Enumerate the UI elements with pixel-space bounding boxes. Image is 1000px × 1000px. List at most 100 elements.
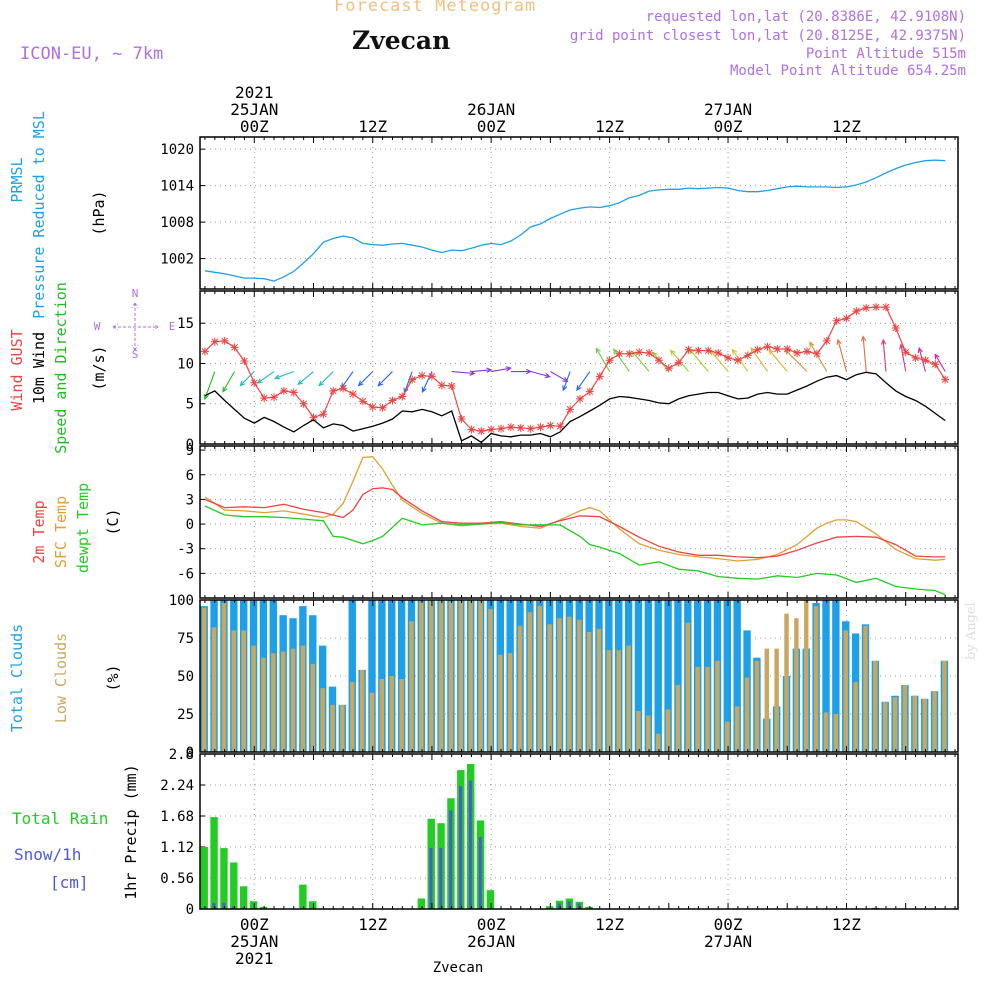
low-clouds-bar <box>300 645 306 752</box>
rain-bar <box>210 817 218 909</box>
gust-marker <box>615 349 624 358</box>
compass-s: S <box>132 348 139 361</box>
wind-arrow-head <box>421 386 427 393</box>
low-clouds-bar <box>271 653 276 752</box>
gust-marker <box>852 307 861 316</box>
wind-arrow <box>358 371 374 386</box>
low-clouds-bar <box>843 630 848 752</box>
gust-marker <box>901 348 910 357</box>
clouds-tick-label: 50 <box>177 669 194 685</box>
wind-arrow-head <box>576 385 582 392</box>
gust-marker <box>684 345 693 354</box>
total-clouds-label: Total Clouds <box>8 624 26 732</box>
low-clouds-bar <box>488 609 493 752</box>
rain-bar <box>585 906 593 909</box>
gust-marker <box>240 357 249 366</box>
bottom-time-label: 12Z <box>595 915 624 934</box>
gust-marker <box>585 387 594 396</box>
clouds-tick-label: 100 <box>169 593 194 609</box>
low-clouds-bar <box>774 648 779 752</box>
wind-arrow <box>784 349 808 372</box>
low-clouds-bar <box>261 657 266 752</box>
gust-marker <box>487 425 496 434</box>
rain-bar <box>299 884 307 909</box>
low-clouds-bar <box>813 606 819 752</box>
gust-marker <box>329 386 338 395</box>
wind-arrow <box>274 371 294 379</box>
total-clouds-bar <box>654 600 662 752</box>
bottom-time-label: 2021 <box>235 949 274 968</box>
gust-marker <box>783 344 792 353</box>
precip-unit: 1hr Precip (mm) <box>122 764 140 899</box>
low-clouds-bar <box>705 666 710 752</box>
precip-tick-label: 2.24 <box>160 778 194 794</box>
gust-marker <box>832 316 841 325</box>
gust-marker <box>704 346 713 355</box>
wind-arrow-head <box>357 380 364 387</box>
gust-marker <box>210 337 219 346</box>
low-clouds-bar <box>804 600 809 752</box>
bottom-time-label: 25JAN <box>230 932 278 951</box>
gust-marker <box>348 390 357 399</box>
wind-arrow-head <box>318 380 325 387</box>
low-clouds-bar <box>251 645 256 752</box>
top-time-label: 2021 <box>235 83 274 102</box>
snow-bar <box>459 786 463 909</box>
gust-marker <box>556 422 565 431</box>
low-clouds-bar <box>557 618 562 752</box>
low-clouds-bar <box>340 704 345 752</box>
total-clouds-bar <box>397 600 406 752</box>
top-time-label: 12Z <box>832 117 861 136</box>
low-clouds-bar <box>507 653 513 752</box>
low-clouds-bar <box>646 715 651 752</box>
snow-bar <box>241 907 245 909</box>
clouds-tick-label: 25 <box>177 707 194 723</box>
wind-arrow <box>550 371 568 382</box>
gust-marker <box>674 358 683 367</box>
top-time-label: 26JAN <box>467 100 515 119</box>
wind-arrow-head <box>486 367 493 373</box>
gust-marker <box>250 378 259 387</box>
gust-marker <box>299 399 308 408</box>
pressure-tick-label: 1002 <box>160 252 194 268</box>
gust-marker <box>743 351 752 360</box>
low-clouds-bar <box>942 660 947 752</box>
wind-arrow <box>471 369 492 373</box>
point-altitude: Point Altitude 515m <box>805 46 966 62</box>
precip-tick-label: 0 <box>186 902 194 918</box>
precip-tick-label: 1.68 <box>160 809 194 825</box>
snow-bar <box>468 780 472 909</box>
wind-arrow <box>530 370 550 378</box>
snow-bar <box>232 906 236 909</box>
gust-marker <box>447 382 456 391</box>
low-clouds-bar <box>419 601 424 752</box>
low-clouds-bar <box>882 701 888 752</box>
wind-arrow <box>257 371 275 384</box>
wind-arrow-head <box>880 338 887 345</box>
gust-marker <box>891 324 900 333</box>
low-clouds-bar <box>310 663 315 752</box>
low-clouds-bar <box>873 660 878 752</box>
dewpt-line <box>204 505 946 596</box>
low-clouds-bar <box>330 704 335 752</box>
rain-bar <box>230 862 238 909</box>
wind-arrow <box>595 348 611 372</box>
low-clouds-bar <box>428 600 434 752</box>
gust-marker <box>408 375 417 384</box>
low-clouds-bar <box>359 669 365 752</box>
wind-arrow <box>239 371 255 386</box>
wind-arrow <box>837 339 848 372</box>
model-point-altitude: Model Point Altitude 654.25m <box>729 63 966 79</box>
wind-arrow <box>576 371 591 391</box>
gust-marker <box>368 402 377 411</box>
gust-line <box>204 306 946 432</box>
low-clouds-bar <box>567 616 572 752</box>
wind-arrow-head <box>544 372 552 379</box>
low-clouds-bar <box>369 692 375 752</box>
low-clouds-bar <box>675 685 681 752</box>
temp-unit: (C) <box>104 508 122 535</box>
gust-marker <box>279 386 288 395</box>
total-clouds-bar <box>368 600 376 752</box>
gust-marker <box>418 371 427 380</box>
